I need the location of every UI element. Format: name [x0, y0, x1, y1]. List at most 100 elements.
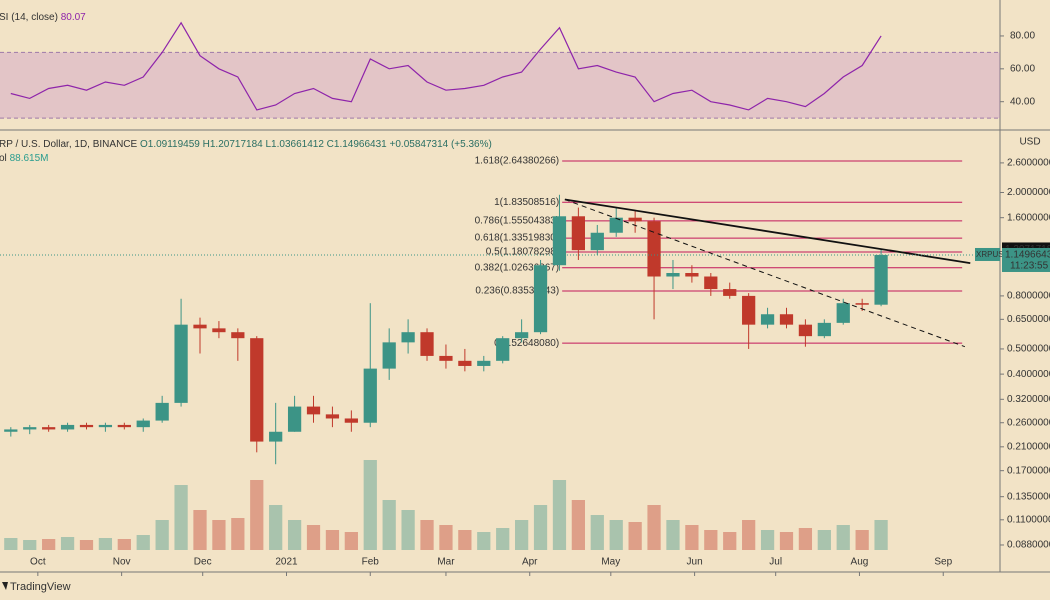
- trendline: [564, 199, 966, 348]
- fib-label: 0.618(1.33519830): [475, 233, 560, 244]
- high-label: H1.20717184: [203, 139, 263, 150]
- candle-body: [212, 328, 226, 333]
- candle-body: [287, 406, 302, 432]
- candle-body: [306, 406, 321, 415]
- last-price-box: [1002, 247, 1050, 272]
- volume-bar: [174, 485, 188, 550]
- x-tick-label: Mar: [437, 557, 455, 568]
- candle-body: [647, 221, 661, 277]
- volume-bar: [212, 520, 226, 550]
- volume-bar: [231, 518, 245, 550]
- candle-body: [117, 424, 131, 428]
- candle-body: [704, 276, 718, 290]
- volume-bar: [836, 525, 850, 550]
- volume-bar: [723, 532, 737, 550]
- price-tick-label: 1.6000000: [1007, 212, 1050, 223]
- volume-bar: [552, 480, 567, 550]
- candle-body: [760, 314, 775, 325]
- volume-bar: [760, 530, 775, 550]
- candle-body: [628, 217, 642, 222]
- price-tick-label: 0.4000000: [1007, 369, 1050, 380]
- volume-bar: [874, 520, 888, 550]
- volume-bar: [155, 520, 169, 550]
- logo: [2, 582, 8, 590]
- volume-bar: [439, 525, 453, 550]
- volume-bar: [742, 520, 756, 550]
- candle-body: [477, 360, 491, 366]
- candle-body: [325, 414, 340, 419]
- low-label: L1.03661412: [265, 139, 324, 150]
- volume-bar: [609, 520, 623, 550]
- volume-bar: [779, 532, 794, 550]
- last-price-label: 1.1496643: [1005, 250, 1050, 261]
- volume-bar: [344, 532, 358, 550]
- volume-bar: [590, 515, 604, 550]
- price-tick-label: 0.1350000: [1007, 491, 1050, 502]
- candle-body: [60, 424, 75, 430]
- volume-bar: [269, 505, 283, 550]
- fib-label: 0.236(0.83531143): [475, 286, 559, 297]
- price-tick-label: 0.5000000: [1007, 344, 1050, 355]
- rsi-name: SI (14, close): [0, 12, 58, 23]
- footer-brand: TradingView: [10, 581, 71, 593]
- x-tick-label: Apr: [522, 557, 538, 568]
- candle-body: [723, 289, 737, 296]
- price-tick-label: 0.1100000: [1007, 514, 1050, 525]
- candle-body: [571, 216, 585, 251]
- fib-label: 1.618(2.64380266): [475, 156, 560, 167]
- x-tick-label: May: [601, 557, 620, 568]
- fib-label: 0.5(1.18078298): [486, 247, 559, 258]
- volume-bar: [817, 530, 831, 550]
- candle-body: [98, 424, 113, 428]
- candle-body: [533, 265, 548, 333]
- candle-body: [590, 232, 604, 251]
- fib-label: 0.786(1.55504383): [475, 216, 560, 227]
- volume-bar: [60, 537, 75, 550]
- trendline: [564, 198, 971, 264]
- volume-value: 88.615M: [10, 153, 49, 164]
- volume-bar: [647, 505, 661, 550]
- price-tick-label: 0.0880000: [1007, 540, 1050, 551]
- rsi-tick-label: 40.00: [1010, 96, 1035, 107]
- candle-body: [363, 368, 377, 423]
- fib-label: 0.382(1.02636367): [475, 262, 560, 273]
- x-tick-label: Jul: [769, 557, 782, 568]
- candle-body: [496, 338, 510, 361]
- candle-body: [515, 332, 529, 339]
- volume-bar: [42, 539, 56, 550]
- rsi-tick-label: 60.00: [1010, 63, 1035, 74]
- candle-body: [23, 427, 37, 430]
- countdown: 11:23:55: [1010, 261, 1049, 272]
- price-tick-label: 2.0000000: [1007, 187, 1050, 198]
- candle-body: [685, 273, 699, 277]
- rsi-line: [10, 21, 882, 111]
- candle-body: [231, 332, 245, 339]
- volume-bar: [136, 535, 150, 550]
- volume-bar: [79, 540, 94, 550]
- candle-body: [4, 429, 18, 432]
- volume-bar: [666, 520, 680, 550]
- candle-body: [742, 295, 756, 325]
- candle-body: [855, 303, 869, 305]
- x-tick-label: Sep: [934, 557, 952, 568]
- volume-bar: [23, 540, 37, 550]
- price-tick-label: 0.6500000: [1007, 314, 1050, 325]
- price-tick-label: 0.1700000: [1007, 465, 1050, 476]
- candle-body: [382, 342, 396, 369]
- fib-label: 1(1.83508516): [494, 197, 559, 208]
- volume-bar: [363, 460, 377, 550]
- x-tick-label: 2021: [275, 557, 298, 568]
- price-tick-label: 0.2600000: [1007, 417, 1050, 428]
- volume-bar: [704, 530, 718, 550]
- candle-body: [193, 324, 207, 329]
- volume-bar: [250, 480, 264, 550]
- candle-body: [779, 314, 794, 325]
- candle-body: [609, 217, 623, 233]
- rsi-value: 80.07: [61, 12, 86, 23]
- volume-bar: [420, 520, 434, 550]
- candle-body: [174, 324, 188, 403]
- x-tick-label: Nov: [113, 557, 131, 568]
- volume-bar: [325, 530, 340, 550]
- volume-bar: [98, 538, 113, 550]
- volume-bar: [571, 500, 585, 550]
